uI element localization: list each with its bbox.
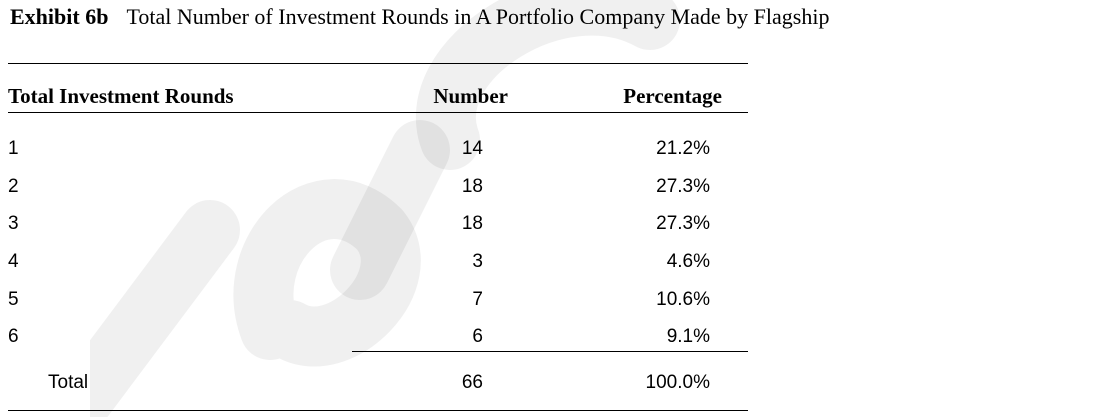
header-underline-rule — [8, 112, 748, 113]
exhibit-label: Exhibit 6b — [10, 4, 109, 29]
cell-number: 18 — [461, 176, 483, 197]
subtotal-rule — [352, 351, 748, 352]
cell-rounds: 6 — [8, 326, 19, 347]
table-row: 4 3 4.6% — [0, 250, 760, 288]
header-number: Number — [433, 84, 508, 108]
header-percentage: Percentage — [623, 84, 722, 108]
table-row: 1 14 21.2% — [0, 137, 760, 175]
cell-rounds: 3 — [8, 213, 19, 234]
total-number: 66 — [461, 372, 483, 393]
total-percentage: 100.0% — [645, 372, 710, 393]
cell-number: 6 — [472, 326, 483, 347]
cell-percentage: 10.6% — [656, 289, 710, 310]
table-row: 6 6 9.1% — [0, 325, 760, 363]
exhibit-title: Exhibit 6b Total Number of Investment Rou… — [10, 2, 829, 32]
cell-rounds: 5 — [8, 289, 19, 310]
table-top-rule — [8, 63, 748, 64]
header-total-investment-rounds: Total Investment Rounds — [8, 84, 234, 108]
cell-rounds: 1 — [8, 138, 19, 159]
cell-number: 7 — [472, 289, 483, 310]
total-row: Total 66 100.0% — [0, 371, 760, 409]
exhibit-title-text: Total Number of Investment Rounds in A P… — [126, 4, 830, 29]
cell-percentage: 4.6% — [666, 251, 710, 272]
cell-rounds: 4 — [8, 251, 19, 272]
cell-percentage: 21.2% — [656, 138, 710, 159]
table-row: 2 18 27.3% — [0, 175, 760, 213]
table-bottom-rule — [8, 410, 748, 411]
cell-rounds: 2 — [8, 176, 19, 197]
cell-number: 3 — [472, 251, 483, 272]
cell-percentage: 27.3% — [656, 213, 710, 234]
cell-number: 14 — [461, 138, 483, 159]
cell-percentage: 9.1% — [666, 326, 710, 347]
table-row: 5 7 10.6% — [0, 288, 760, 326]
total-label: Total — [48, 372, 89, 393]
cell-percentage: 27.3% — [656, 176, 710, 197]
table-row: 3 18 27.3% — [0, 212, 760, 250]
cell-number: 18 — [461, 213, 483, 234]
